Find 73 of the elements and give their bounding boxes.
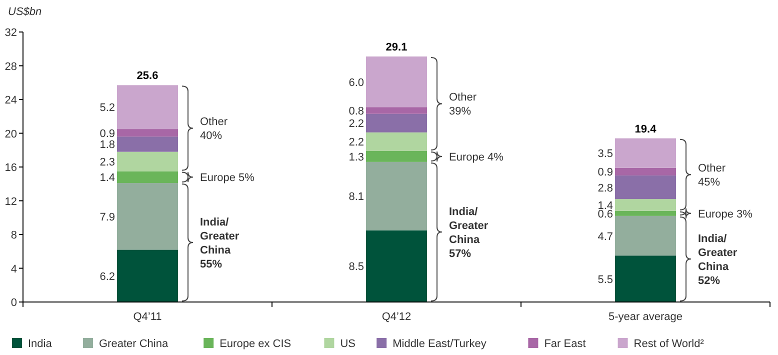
annotation: India/ Greater China 55% [200,216,240,271]
x-tick-label: Q4’12 [382,311,412,323]
data-label: 7.9 [100,211,115,224]
y-tick-label: 16 [4,162,17,174]
y-tick-label: 24 [4,94,17,106]
annotation: Europe 4% [449,151,504,164]
bar [615,138,676,168]
total-label: 19.4 [634,123,658,136]
annotation: Other 39% [449,92,477,118]
legend-label: Europe ex CIS [220,338,292,350]
data-label: 5.2 [100,102,115,114]
data-label: 0.9 [598,166,613,179]
x-tick-label: 5-year average [608,311,682,323]
data-label: 0.6 [598,208,613,220]
x-tick-label: Q4’11 [133,311,162,323]
data-label: 0.9 [100,128,115,140]
bar [366,56,427,108]
y-tick-label: 0 [10,297,17,309]
legend-label: India [28,338,53,350]
total-label: 25.6 [136,70,158,82]
data-label: 6.0 [348,76,364,89]
legend-label: Greater China [99,338,169,350]
total-label: 29.1 [386,41,408,54]
bar [615,168,676,176]
bar [366,132,427,151]
annotation: Europe 5% [200,172,255,184]
bar [117,136,178,152]
data-label: 2.2 [348,136,364,149]
legend-label: Middle East/Turkey [392,338,487,350]
bar [366,230,427,302]
bar [366,150,427,162]
bar [615,256,676,302]
data-label: 8.5 [348,261,364,274]
bar [366,114,427,132]
annotation: India/ Greater China 57% [449,206,489,260]
annotation: Europe 3% [698,208,753,220]
bar [366,162,427,230]
bar [117,85,178,130]
y-tick-label: 28 [4,60,17,73]
data-label: 1.4 [100,172,115,184]
data-label: 2.3 [100,156,115,169]
bar [615,210,676,216]
legend-label: US [340,338,356,350]
data-label: 8.1 [348,191,364,204]
bar [366,107,427,114]
y-tick-label: 8 [10,230,17,242]
annotation: India/ Greater China 52% [698,232,738,287]
y-tick-label: 12 [4,196,17,208]
bar [615,175,676,200]
bar [117,171,178,184]
bar [615,199,676,211]
data-label: 1.8 [100,139,115,152]
data-label: 1.3 [348,151,364,164]
data-label: 3.5 [598,148,613,160]
legend-label: Far East [544,338,586,350]
annotation: Other 45% [698,162,726,189]
data-label: 5.5 [598,274,613,286]
data-label: 2.8 [598,182,613,194]
legend-label: Rest of World² [634,338,704,350]
bar [117,183,178,250]
bar [615,216,676,256]
data-label: 4.7 [598,230,613,243]
y-tick-label: 20 [4,128,17,140]
bar [117,152,178,172]
data-label: 2.2 [348,118,364,130]
y-axis-title: US$bn [8,6,42,18]
data-label: 6.2 [100,270,115,283]
bar [117,250,178,302]
data-label: 0.8 [348,105,364,118]
annotation: Other 40% [200,116,228,142]
y-tick-label: 4 [10,263,17,276]
y-tick-label: 32 [4,27,17,39]
bar [117,129,178,137]
